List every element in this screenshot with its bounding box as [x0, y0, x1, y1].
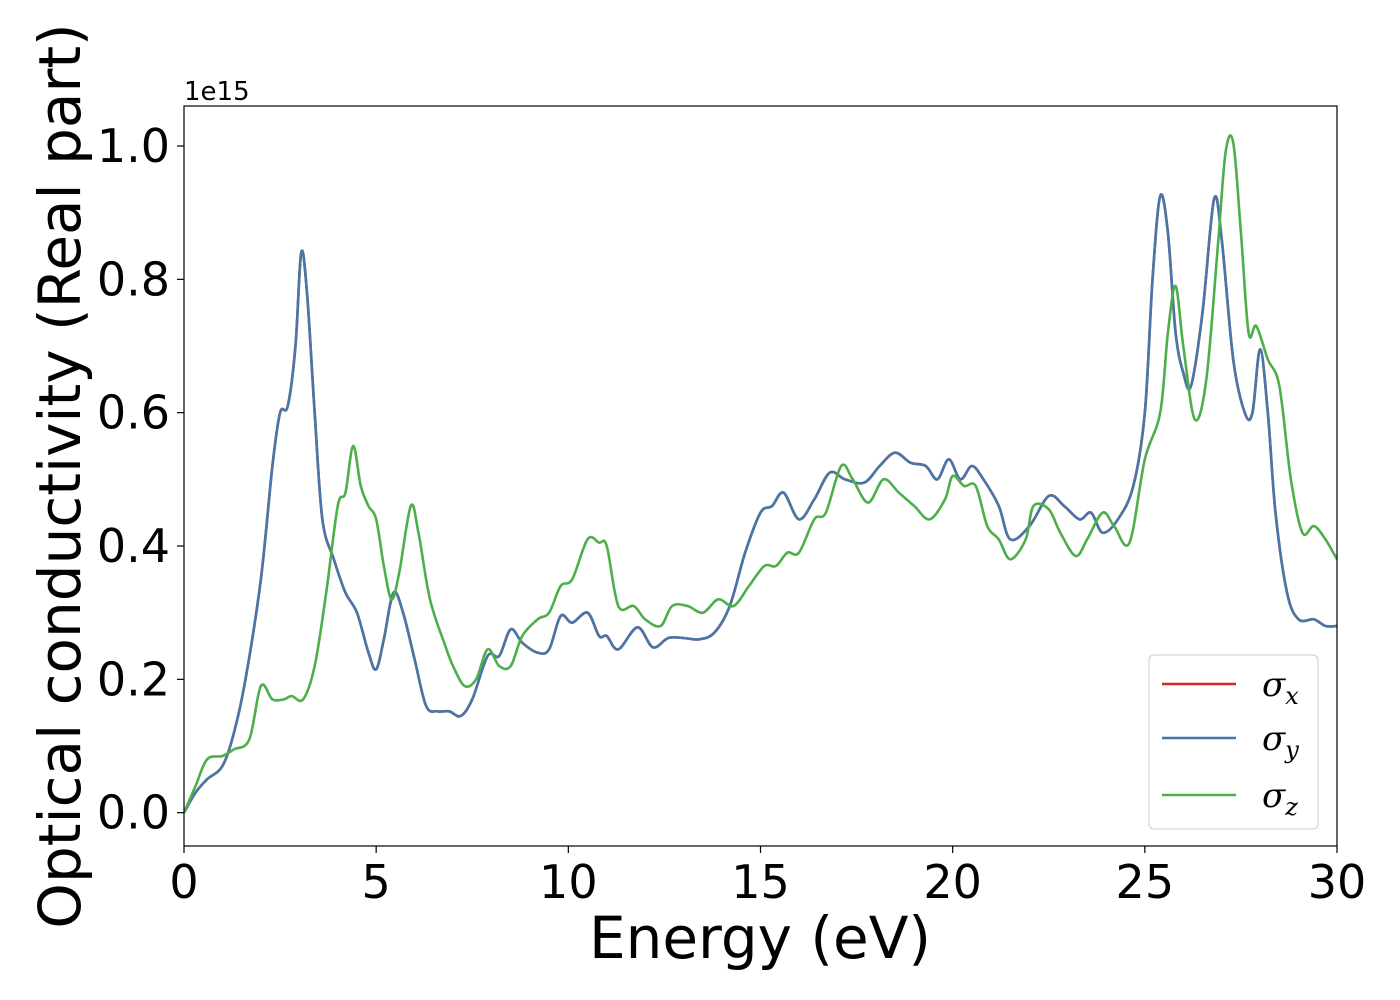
y-tick-label: 0.6 — [97, 386, 170, 440]
y-offset-label: 1e15 — [184, 77, 250, 107]
y-tick-label: 0.0 — [97, 786, 170, 840]
x-tick-label: 20 — [923, 855, 982, 909]
y-tick-label: 1.0 — [97, 119, 170, 173]
legend-label-z: σz — [1262, 776, 1298, 821]
x-tick-label: 25 — [1116, 855, 1175, 909]
x-tick-label: 30 — [1308, 855, 1367, 909]
y-axis-label: Optical conductivity (Real part) — [26, 23, 94, 928]
x-axis: 0 5 10 15 20 25 30 — [169, 846, 1366, 909]
x-tick-label: 15 — [731, 855, 790, 909]
x-axis-label: Energy (eV) — [589, 904, 931, 972]
y-tick-label: 0.2 — [97, 652, 170, 706]
x-tick-label: 5 — [362, 855, 391, 909]
legend-frame — [1148, 654, 1319, 830]
y-tick-label: 0.4 — [97, 519, 170, 573]
x-tick-label: 10 — [539, 855, 598, 909]
legend-label-x: σx — [1262, 665, 1299, 710]
y-axis: 0.0 0.2 0.4 0.6 0.8 1.0 — [97, 119, 184, 840]
legend: σx σy σz — [1148, 654, 1319, 830]
series-line-y — [184, 193, 1337, 814]
x-tick-label: 0 — [169, 855, 198, 909]
series-line-z — [184, 134, 1337, 814]
y-tick-label: 0.8 — [97, 252, 170, 306]
legend-label-y: σy — [1262, 719, 1299, 764]
series-lines — [184, 134, 1337, 814]
